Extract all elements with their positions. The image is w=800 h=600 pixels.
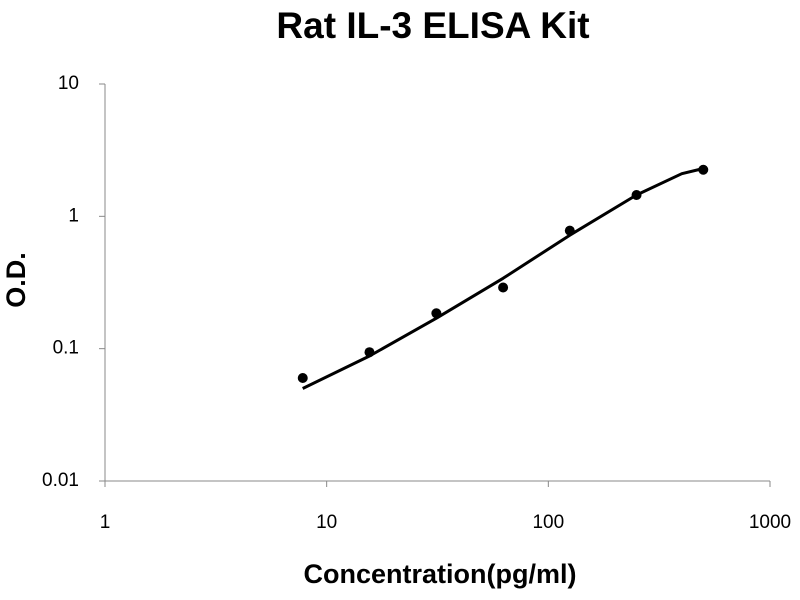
y-axis-label: O.D. (1, 252, 31, 308)
chart-title: Rat IL-3 ELISA Kit (276, 5, 589, 46)
y-tick-label: 0.01 (42, 470, 79, 491)
x-tick-label: 10 (316, 512, 337, 533)
x-axis-label: Concentration(pg/ml) (304, 559, 577, 589)
data-point (498, 282, 509, 293)
y-tick-label: 10 (58, 73, 79, 94)
y-tick-label: 0.1 (53, 338, 79, 359)
y-tick-label: 1 (68, 205, 79, 226)
fit-curve (302, 167, 704, 390)
x-tick-label: 100 (532, 512, 564, 533)
x-tick-label: 1 (100, 512, 111, 533)
x-tick-label: 1000 (749, 512, 791, 533)
data-point (297, 373, 308, 384)
